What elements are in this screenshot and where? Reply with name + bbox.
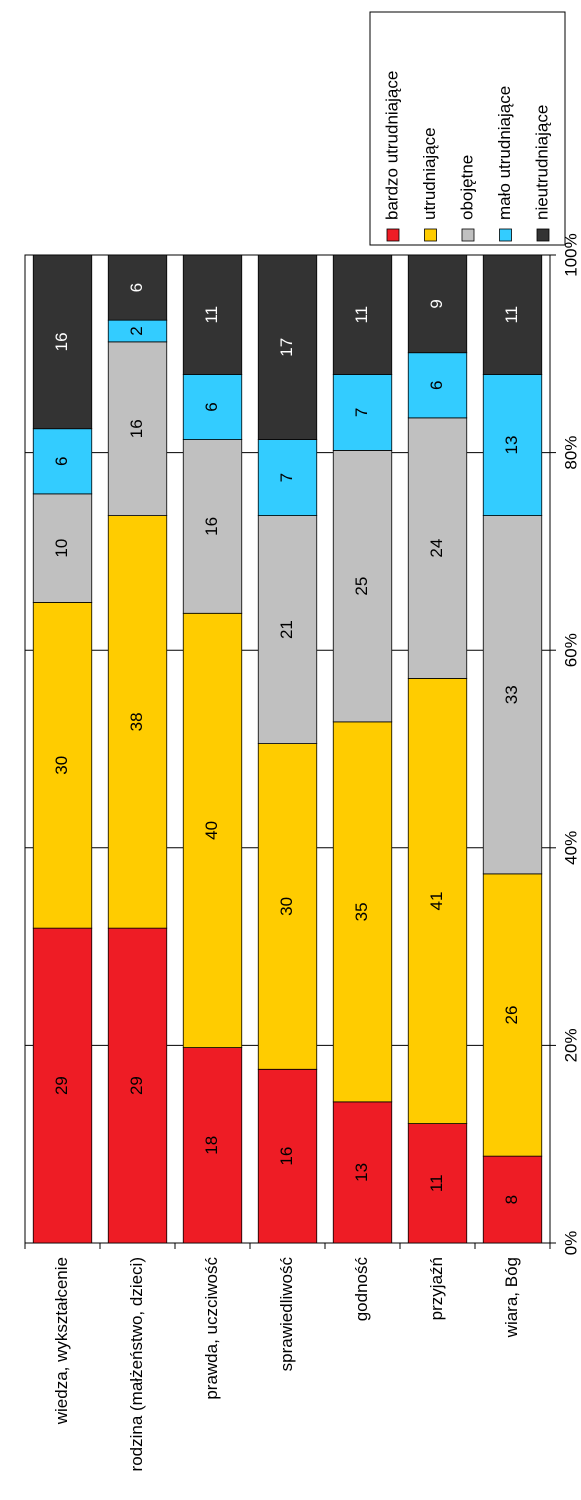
legend-label: bardzo utrudniające [382, 71, 401, 220]
data-label: 29 [127, 1076, 146, 1095]
data-label: 6 [52, 457, 71, 466]
data-label: 16 [52, 332, 71, 351]
legend-label: mało utrudniające [495, 86, 514, 220]
data-label: 24 [427, 539, 446, 558]
data-label: 8 [502, 1195, 521, 1204]
data-label: 16 [277, 1147, 296, 1166]
legend-label: utrudniające [420, 127, 439, 220]
legend-swatch [536, 228, 550, 242]
category-label: prawda, uczciwość [202, 1257, 221, 1400]
data-label: 2 [127, 326, 146, 335]
legend-label: obojętne [457, 155, 476, 220]
x-tick-label: 100% [561, 233, 580, 276]
bar-segment [32, 254, 93, 430]
data-label: 17 [277, 338, 296, 357]
data-label: 13 [352, 1163, 371, 1182]
category-label: sprawiedliwość [277, 1257, 296, 1372]
legend-swatch [386, 228, 400, 242]
bar-segment [407, 254, 468, 354]
x-tick-label: 80% [561, 436, 580, 470]
data-label: 9 [427, 299, 446, 308]
data-label: 35 [352, 902, 371, 921]
data-label: 41 [427, 892, 446, 911]
bar-segment [482, 254, 543, 375]
legend-box [369, 11, 566, 246]
data-label: 6 [127, 283, 146, 292]
legend-swatch [499, 228, 512, 242]
x-tick-label: 20% [561, 1028, 580, 1062]
category-label: wiedza, wykształcenie [52, 1257, 71, 1425]
category-label: wiara, Bóg [502, 1257, 521, 1338]
data-label: 25 [352, 577, 371, 596]
data-label: 30 [52, 756, 71, 775]
data-label: 21 [277, 620, 296, 639]
data-label: 7 [277, 473, 296, 482]
data-label: 29 [52, 1076, 71, 1095]
legend-swatch [461, 228, 475, 242]
data-label: 16 [127, 419, 146, 438]
data-label: 13 [502, 436, 521, 455]
category-label: godność [352, 1257, 371, 1322]
data-label: 33 [502, 685, 521, 704]
data-label: 11 [502, 306, 521, 324]
data-label: 18 [202, 1136, 221, 1155]
category-label: rodzina (małżeństwo, dzieci) [127, 1257, 146, 1471]
data-label: 38 [127, 712, 146, 731]
data-label: 40 [202, 821, 221, 840]
data-label: 11 [352, 306, 371, 324]
rotated-chart: 0% 20% 40% 60% 80% 100% wiedza, wykształcenie 2… [24, 11, 580, 1471]
data-label: 11 [202, 306, 221, 324]
data-label: 11 [427, 1174, 446, 1192]
category-label: przyjaźń [427, 1257, 446, 1320]
data-label: 26 [502, 1006, 521, 1025]
bar-segment [182, 254, 243, 375]
x-tick-label: 0% [561, 1231, 580, 1256]
legend-label: nieutrudniające [532, 105, 551, 220]
data-label: 6 [202, 402, 221, 411]
data-label: 6 [427, 381, 446, 390]
bar-segment [107, 254, 168, 321]
bar-segment [257, 254, 318, 440]
x-tick-label: 60% [561, 633, 580, 667]
data-label: 30 [277, 897, 296, 916]
data-label: 16 [202, 517, 221, 536]
data-label: 7 [352, 408, 371, 417]
x-tick-label: 40% [561, 831, 580, 865]
bar-segment [332, 254, 393, 375]
legend-swatch [424, 228, 437, 242]
data-label: 10 [52, 539, 71, 558]
